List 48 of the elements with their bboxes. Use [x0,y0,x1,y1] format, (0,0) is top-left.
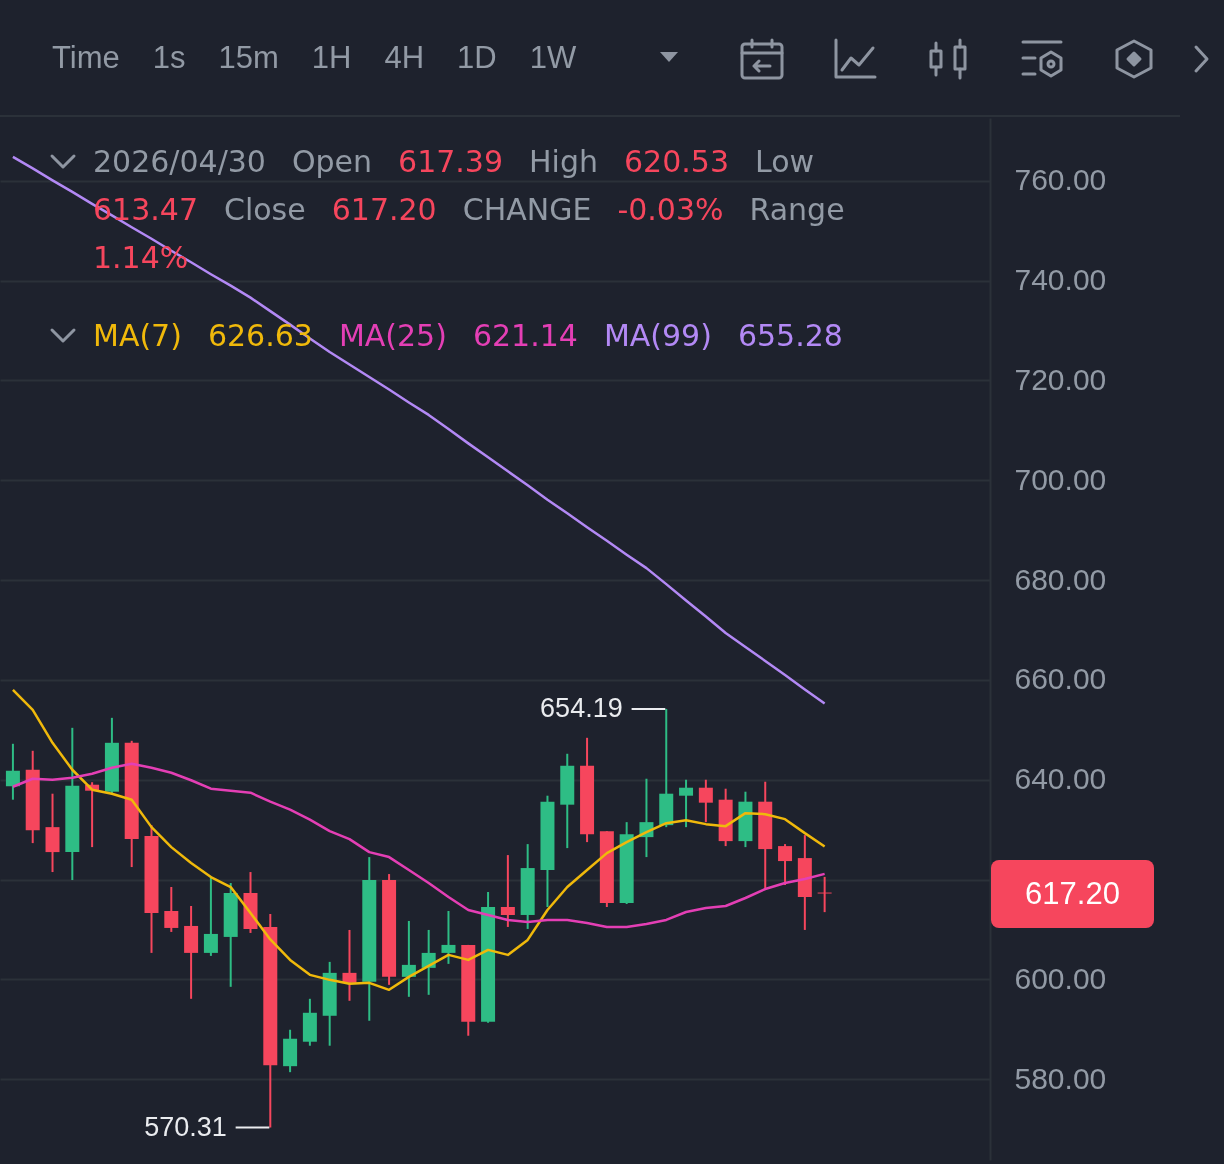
annotation: 626.63 [207,317,313,355]
annotation: 654.19 [540,692,623,723]
candlestick [778,843,793,887]
text: 1H [311,39,352,77]
annotation: CHANGE [462,191,592,229]
y-tick-label: 640.00 [1014,762,1107,796]
annotation: 1.14% [93,239,189,277]
candlestick [203,875,218,957]
annotation: Open [291,143,373,181]
y-tick-label: 700.00 [1014,462,1107,496]
annotation: 570.31 [144,1111,227,1142]
text: MA(25) [338,317,447,355]
text: MA(99) [603,317,712,355]
y-tick-label: 680.00 [1014,562,1107,596]
y-tick-label: 740.00 [1014,263,1107,297]
text: 1s [152,39,186,77]
annotation: High [529,143,598,181]
candlestick [817,875,832,914]
text: 617.20 [991,859,1154,928]
text: 1W [529,39,577,77]
candlestick [5,742,20,801]
line-series [11,688,826,992]
candlestick [164,886,179,933]
annotation: 617.39 [398,143,504,181]
text: 15m [218,39,279,77]
y-tick-label: 660.00 [1014,662,1107,696]
candlestick [342,928,357,1002]
y-tick-label: 760.00 [1014,163,1107,197]
candlestick [500,854,515,928]
annotation: Close [223,191,306,229]
y-tick-label: 600.00 [1014,961,1107,995]
annotation: 617.20 [331,191,437,229]
annotation: 655.28 [737,317,843,355]
candlestick [441,909,456,965]
text: MA(7) [93,317,182,355]
candlestick [679,778,694,829]
y-tick-label: 580.00 [1014,1061,1107,1095]
y-tick-label: 720.00 [1014,363,1107,396]
annotation: 620.53 [624,143,729,181]
annotation: Low [754,143,815,181]
text: 1D [457,39,497,77]
annotation: 2026/04/30 [93,143,266,181]
text: Time [52,39,120,77]
annotation: -0.03% [617,191,724,229]
text: 4H [384,39,425,77]
annotation: Range [749,191,845,229]
annotation: 621.14 [472,317,578,355]
candlestick [698,778,713,824]
